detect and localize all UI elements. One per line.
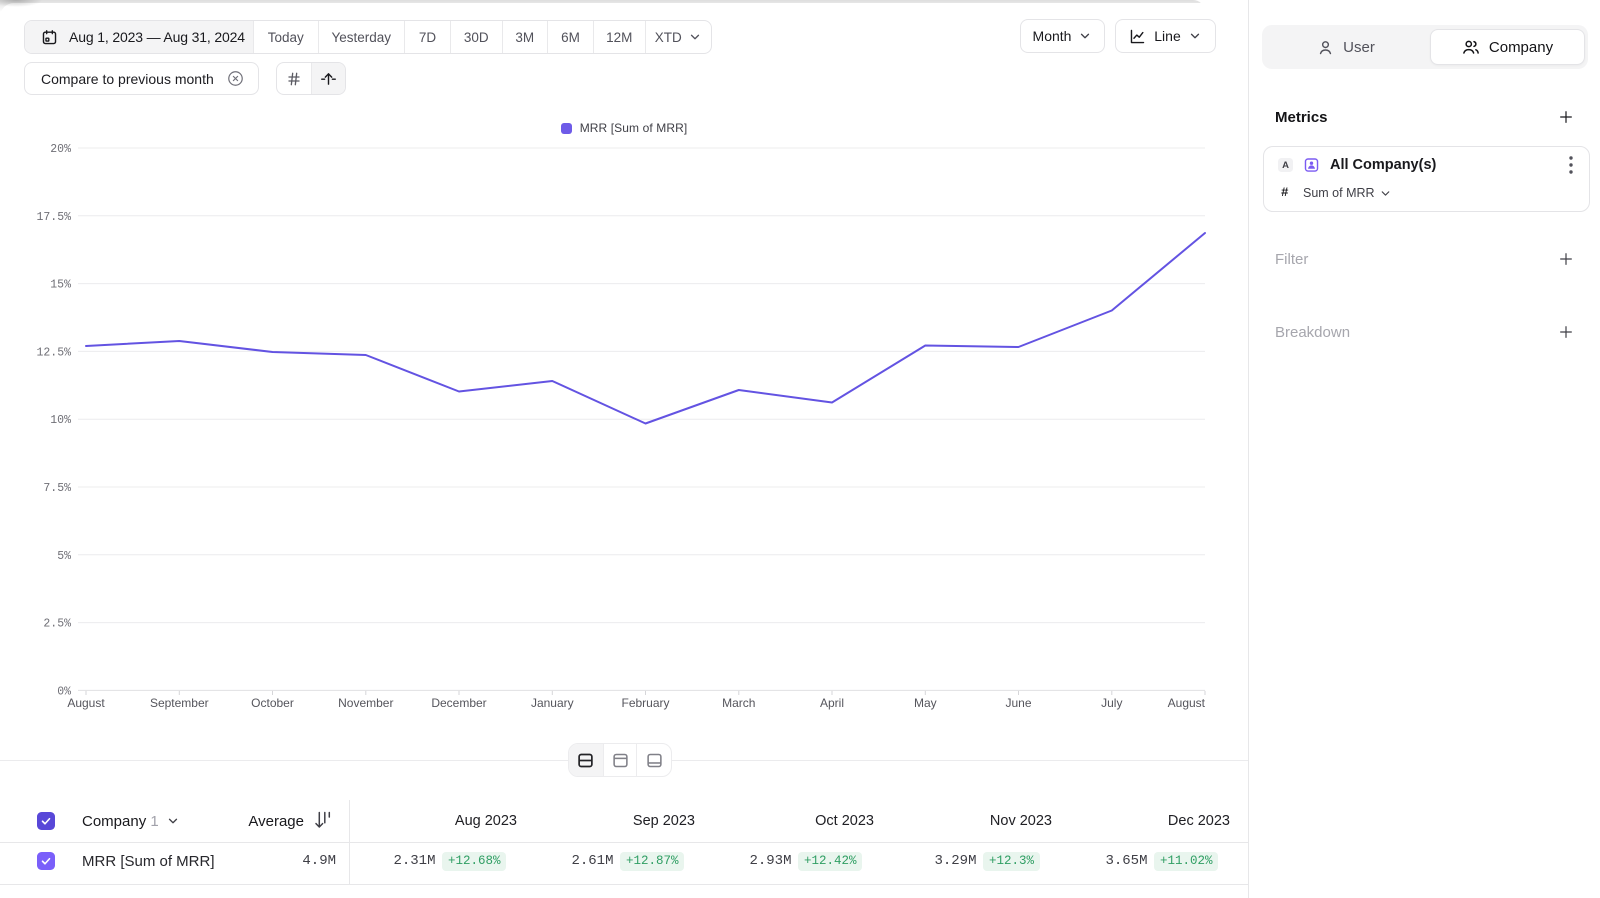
svg-text:November: November [338,696,393,710]
svg-text:August: August [1168,696,1206,710]
svg-text:2.5%: 2.5% [43,618,71,631]
svg-text:20%: 20% [50,143,71,156]
svg-text:September: September [150,696,209,710]
svg-text:17.5%: 17.5% [36,211,71,224]
svg-text:October: October [251,696,294,710]
svg-text:12.5%: 12.5% [36,346,71,359]
svg-text:10%: 10% [50,414,71,427]
svg-text:August: August [67,696,105,710]
svg-text:15%: 15% [50,279,71,292]
svg-text:January: January [531,696,574,710]
svg-text:December: December [431,696,486,710]
svg-text:0%: 0% [57,685,71,698]
svg-text:March: March [722,696,755,710]
svg-text:May: May [914,696,937,710]
svg-text:July: July [1101,696,1122,710]
svg-text:April: April [820,696,844,710]
svg-text:June: June [1005,696,1031,710]
svg-text:7.5%: 7.5% [43,482,71,495]
svg-text:February: February [621,696,669,710]
svg-text:5%: 5% [57,550,71,563]
